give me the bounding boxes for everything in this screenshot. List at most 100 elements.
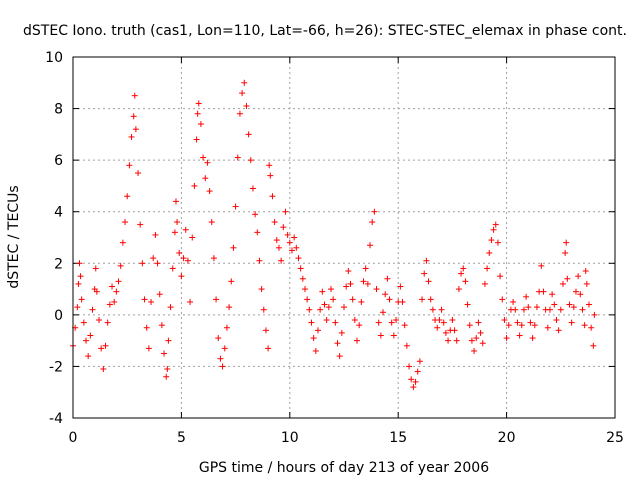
data-point	[148, 298, 155, 305]
data-point	[564, 275, 571, 282]
data-point	[299, 275, 306, 282]
data-point	[215, 335, 222, 342]
data-point	[377, 332, 384, 339]
data-point	[520, 306, 527, 313]
data-point	[163, 373, 170, 380]
data-point	[481, 280, 488, 287]
data-point	[336, 353, 343, 360]
data-point	[172, 198, 179, 205]
data-point	[178, 273, 185, 280]
data-point	[362, 265, 369, 272]
y-tick-label: -2	[49, 359, 63, 375]
data-point	[243, 102, 250, 109]
data-point	[401, 322, 408, 329]
data-point	[427, 296, 434, 303]
data-point	[572, 288, 579, 295]
data-point	[154, 260, 161, 267]
data-point	[232, 203, 239, 210]
data-point	[288, 247, 295, 254]
x-tick-label: 25	[606, 430, 624, 446]
data-point	[399, 298, 406, 305]
data-point	[184, 257, 191, 264]
data-point	[164, 366, 171, 373]
data-point	[301, 286, 308, 293]
data-point	[464, 301, 471, 308]
data-point	[347, 280, 354, 287]
data-point	[371, 208, 378, 215]
data-point	[314, 327, 321, 334]
data-point	[156, 291, 163, 298]
data-point	[193, 136, 200, 143]
data-point	[579, 306, 586, 313]
data-point	[380, 309, 387, 316]
data-point	[497, 273, 504, 280]
data-point	[297, 265, 304, 272]
data-point	[306, 306, 313, 313]
data-point	[525, 304, 532, 311]
data-point	[219, 363, 226, 370]
data-point	[559, 280, 566, 287]
data-point	[462, 278, 469, 285]
y-tick-label: 10	[45, 50, 63, 66]
data-point	[236, 110, 243, 117]
data-point	[434, 324, 441, 331]
data-point	[206, 188, 213, 195]
data-point	[195, 100, 202, 107]
data-point	[393, 317, 400, 324]
data-point	[202, 175, 209, 182]
data-point	[354, 337, 361, 344]
data-point	[591, 311, 598, 318]
data-point	[330, 296, 337, 303]
data-point	[455, 286, 462, 293]
data-point	[228, 278, 235, 285]
data-point	[96, 317, 103, 324]
data-point	[516, 332, 523, 339]
data-point	[204, 159, 211, 166]
data-point	[551, 301, 558, 308]
data-point	[167, 304, 174, 311]
data-point	[423, 257, 430, 264]
data-point	[308, 319, 315, 326]
data-point	[304, 296, 311, 303]
y-tick-label: 0	[54, 308, 63, 324]
data-point	[239, 90, 246, 97]
data-point	[533, 304, 540, 311]
data-point	[217, 355, 224, 362]
data-point	[367, 242, 374, 249]
data-point	[258, 286, 265, 293]
data-point	[425, 278, 432, 285]
data-point	[538, 262, 545, 269]
data-point	[87, 332, 94, 339]
y-tick-label: 6	[54, 153, 63, 169]
data-point	[269, 193, 276, 200]
data-point	[230, 244, 237, 251]
axis-ticks	[72, 56, 616, 419]
data-point	[119, 239, 126, 246]
data-point	[369, 219, 376, 226]
data-point	[284, 231, 291, 238]
data-point	[566, 301, 573, 308]
data-point	[280, 224, 287, 231]
x-axis-label: GPS time / hours of day 213 of year 2006	[199, 460, 489, 476]
data-point	[373, 286, 380, 293]
data-point	[106, 301, 113, 308]
data-point	[327, 286, 334, 293]
data-point	[453, 337, 460, 344]
data-point	[117, 262, 124, 269]
data-point	[514, 319, 521, 326]
data-points	[70, 79, 598, 391]
data-point	[414, 368, 421, 375]
y-tick-label: 8	[54, 102, 63, 118]
data-point	[468, 337, 475, 344]
data-point	[332, 319, 339, 326]
data-point	[364, 280, 371, 287]
grid-lines	[73, 57, 615, 418]
data-point	[388, 319, 395, 326]
data-point	[252, 211, 259, 218]
data-point	[191, 182, 198, 189]
data-point	[386, 296, 393, 303]
data-point	[143, 324, 150, 331]
data-point	[262, 327, 269, 334]
data-point	[321, 301, 328, 308]
